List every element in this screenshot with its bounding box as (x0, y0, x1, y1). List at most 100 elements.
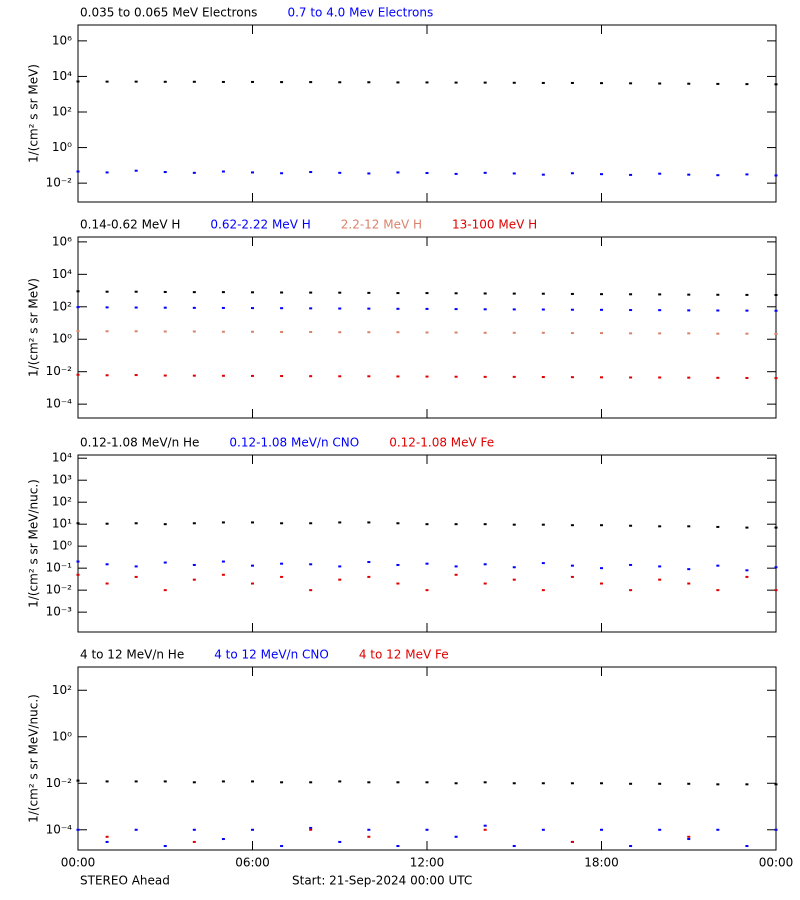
data-point (105, 330, 109, 333)
data-point (774, 174, 778, 177)
legend-entry: 0.62-2.22 MeV H (210, 218, 310, 232)
data-point (687, 838, 691, 841)
data-point (367, 81, 371, 84)
data-point (396, 781, 400, 784)
y-tick-label: 10⁴ (52, 451, 72, 465)
data-point (105, 171, 109, 174)
data-point (716, 376, 720, 379)
data-point (163, 330, 167, 333)
data-point (541, 308, 545, 311)
data-point (367, 375, 371, 378)
data-point (192, 330, 196, 333)
data-point (716, 293, 720, 296)
data-point (425, 828, 429, 831)
data-point (221, 560, 225, 563)
y-axis-title: 1/(cm² s sr MeV) (27, 64, 41, 163)
data-point (76, 80, 80, 83)
data-point (338, 81, 342, 84)
data-point (309, 307, 313, 310)
data-point (483, 563, 487, 566)
y-tick-label: 10² (52, 299, 72, 313)
y-tick-label: 10⁻⁴ (46, 822, 73, 836)
plot-frame (77, 454, 777, 633)
data-point (716, 174, 720, 177)
data-point (280, 845, 284, 848)
data-point (483, 171, 487, 174)
data-point (483, 375, 487, 378)
data-point (483, 523, 487, 526)
data-point (658, 565, 662, 568)
data-point (134, 828, 138, 831)
data-point (541, 173, 545, 176)
data-point (105, 780, 109, 783)
data-point (338, 780, 342, 783)
data-point (745, 332, 749, 335)
data-point (163, 80, 167, 83)
y-tick-label: 10² (52, 495, 72, 509)
data-point (251, 291, 254, 294)
data-point (134, 565, 138, 568)
data-point (309, 291, 313, 294)
x-tick-label: 12:00 (410, 856, 445, 870)
x-tick-label: 18:00 (584, 856, 619, 870)
data-point (512, 292, 516, 295)
data-point (483, 824, 487, 827)
data-point (658, 293, 662, 296)
data-point (251, 330, 254, 333)
data-point (745, 309, 749, 312)
data-point (600, 308, 603, 311)
y-tick-label: 10⁻² (46, 583, 73, 597)
y-tick-label: 10⁶ (52, 234, 72, 248)
data-point (396, 375, 400, 378)
data-point (105, 306, 109, 309)
data-point (629, 173, 633, 176)
data-point (221, 170, 225, 173)
data-point (512, 172, 516, 175)
data-point (396, 331, 400, 334)
data-point (338, 171, 342, 174)
data-point (425, 781, 429, 784)
data-point (338, 521, 342, 524)
data-point (309, 826, 313, 829)
data-point (425, 292, 429, 295)
data-point (745, 173, 749, 176)
data-point (105, 563, 109, 566)
data-point (745, 376, 749, 379)
data-point (629, 309, 633, 312)
data-point (512, 845, 516, 848)
data-point (338, 565, 342, 568)
data-point (76, 290, 80, 293)
data-point (367, 307, 371, 310)
y-axis-title: 1/(cm² s sr MeV) (27, 278, 41, 377)
data-point (570, 172, 574, 175)
data-point (454, 573, 458, 576)
data-point (454, 172, 458, 175)
data-point (367, 561, 371, 564)
data-point (454, 523, 458, 526)
data-point (251, 564, 254, 567)
data-point (687, 376, 691, 379)
data-point (512, 81, 516, 84)
data-point (658, 82, 662, 85)
legend-entry: 0.14-0.62 MeV H (80, 218, 180, 232)
data-point (629, 845, 633, 848)
data-point (454, 565, 458, 568)
data-point (192, 171, 196, 174)
plot-frame (77, 24, 777, 203)
data-point (221, 780, 225, 783)
data-point (745, 569, 749, 572)
data-point (425, 375, 429, 378)
data-point (600, 173, 603, 176)
data-point (192, 291, 196, 294)
data-point (541, 589, 545, 592)
data-point (76, 828, 80, 831)
y-axis-title: 1/(cm² s sr MeV/nuc.) (27, 479, 41, 608)
y-axis-title: 1/(cm² s sr MeV/nuc.) (27, 694, 41, 823)
data-point (687, 309, 691, 312)
data-point (192, 80, 196, 83)
data-point (454, 835, 458, 838)
y-tick-label: 10⁰ (52, 539, 72, 553)
data-point (134, 80, 138, 83)
legend-entry: 4 to 12 MeV Fe (359, 648, 449, 662)
data-point (221, 306, 225, 309)
